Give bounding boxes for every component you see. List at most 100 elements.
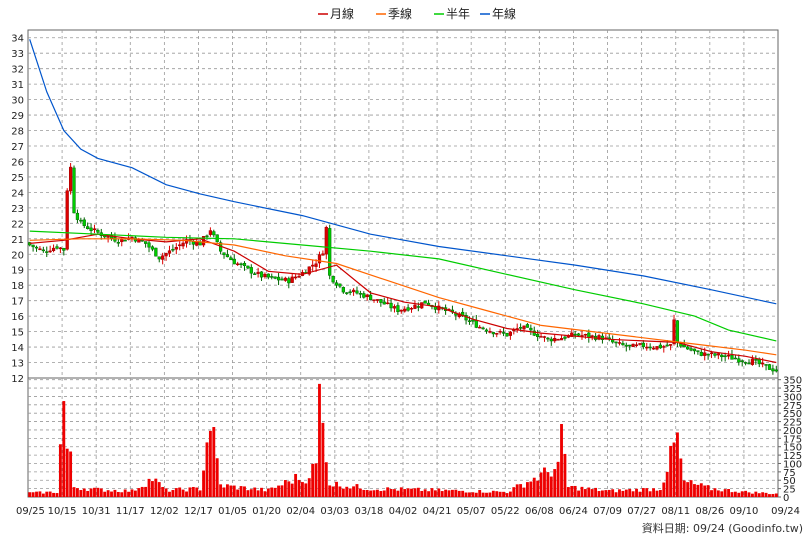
candle-body-88: [328, 228, 332, 276]
volume-bar-154: [553, 469, 557, 497]
volume-bar-86: [321, 422, 325, 497]
date-tick-label-5: 12/17: [184, 506, 213, 517]
candle-body-94: [348, 291, 352, 293]
moving-average-lines: [29, 39, 777, 364]
volume-bar-169: [604, 490, 608, 497]
volume-bar-34: [144, 486, 148, 497]
price-tick-label-18: 30: [11, 96, 24, 107]
candle-body-92: [341, 287, 345, 293]
candle-body-20: [96, 229, 100, 233]
candle-body-84: [314, 263, 318, 267]
volume-bar-111: [406, 488, 410, 497]
candle-body-34: [144, 241, 148, 244]
volume-bar-122: [444, 489, 448, 497]
candle-body-86: [321, 253, 325, 256]
candle-body-210: [744, 362, 748, 364]
candle-body-198: [703, 352, 707, 356]
candle-body-189: [672, 319, 676, 344]
volume-bar-202: [716, 490, 720, 497]
candle-body-197: [699, 351, 703, 356]
candle-body-139: [501, 332, 506, 334]
price-tick-label-9: 21: [11, 235, 24, 246]
candle-body-175: [624, 344, 628, 347]
candle-body-204: [723, 355, 727, 358]
candle-body-135: [488, 331, 492, 333]
candle-body-159: [570, 332, 574, 337]
candle-body-209: [740, 360, 744, 362]
candle-body-102: [375, 299, 380, 301]
candle-body-129: [467, 320, 472, 322]
volume-bar-185: [658, 490, 662, 497]
volume-bar-60: [232, 485, 236, 497]
volume-bar-175: [624, 489, 628, 497]
volume-bar-127: [461, 490, 465, 497]
volume-bar-10: [62, 401, 66, 497]
candle-body-174: [621, 342, 625, 346]
volume-bar-114: [416, 487, 420, 497]
candle-body-137: [495, 333, 499, 335]
volume-bar-151: [543, 467, 546, 497]
volume-bar-55: [215, 458, 219, 497]
volume-bar-126: [457, 490, 461, 497]
volume-bar-33: [140, 486, 144, 497]
candle-body-5: [45, 251, 49, 253]
candle-body-146: [525, 324, 530, 328]
volume-bar-51: [202, 470, 205, 497]
candle-body-66: [253, 273, 257, 275]
volume-bar-188: [669, 445, 673, 497]
volume-tick-label-7: 175: [783, 434, 802, 445]
volume-bar-145: [522, 487, 526, 497]
volume-bar-20: [96, 487, 100, 497]
volume-bar-36: [151, 481, 154, 497]
candle-body-26: [116, 242, 120, 244]
volume-bar-180: [641, 488, 645, 497]
volume-bar-112: [410, 488, 413, 497]
volume-bars: [28, 383, 778, 497]
volume-bar-200: [710, 490, 713, 497]
candle-body-40: [164, 253, 168, 257]
volume-bar-91: [338, 486, 342, 497]
volume-bar-168: [601, 490, 604, 497]
candle-body-78: [294, 276, 298, 279]
volume-bar-99: [365, 490, 369, 497]
candle-body-98: [362, 293, 366, 298]
volume-bar-194: [689, 480, 693, 497]
volume-bar-70: [266, 488, 270, 497]
ma-line-2: [29, 230, 777, 342]
candle-body-6: [48, 250, 52, 253]
candle-body-11: [65, 190, 69, 250]
candle-body-41: [167, 250, 172, 254]
price-tick-label-10: 22: [11, 219, 24, 230]
candle-body-195: [692, 348, 697, 352]
volume-bar-156: [560, 424, 563, 497]
volume-bar-95: [352, 486, 355, 497]
candle-body-131: [474, 320, 478, 328]
volume-bar-88: [328, 485, 332, 497]
volume-bar-85: [318, 383, 321, 497]
volume-bar-211: [747, 492, 751, 497]
volume-bar-191: [679, 458, 683, 497]
volume-bar-155: [556, 461, 560, 497]
price-tick-label-12: 24: [11, 188, 24, 199]
candle-body-163: [583, 334, 587, 336]
chart-legend: 月線 季線 半年 年線: [318, 6, 516, 21]
candle-body-149: [536, 334, 540, 338]
candle-body-19: [92, 228, 97, 231]
volume-bar-198: [703, 485, 707, 497]
volume-bar-179: [638, 491, 642, 497]
candle-body-177: [631, 343, 635, 348]
volume-bar-140: [505, 493, 509, 497]
price-tick-label-1: 13: [11, 359, 24, 370]
candle-body-36: [150, 246, 155, 250]
candle-body-147: [529, 327, 533, 331]
candle-body-116: [423, 300, 427, 304]
date-axis: 09/25 10/15 10/31 11/17 12/02 12/17 01/05 01/20…: [16, 506, 800, 517]
volume-bar-79: [297, 480, 301, 497]
legend-label-0: 月線: [330, 6, 354, 21]
date-tick-label-17: 07/09: [593, 506, 622, 517]
volume-bar-90: [335, 481, 338, 497]
candle-body-109: [399, 309, 403, 312]
volume-bar-93: [345, 486, 349, 497]
volume-bar-59: [229, 485, 233, 497]
